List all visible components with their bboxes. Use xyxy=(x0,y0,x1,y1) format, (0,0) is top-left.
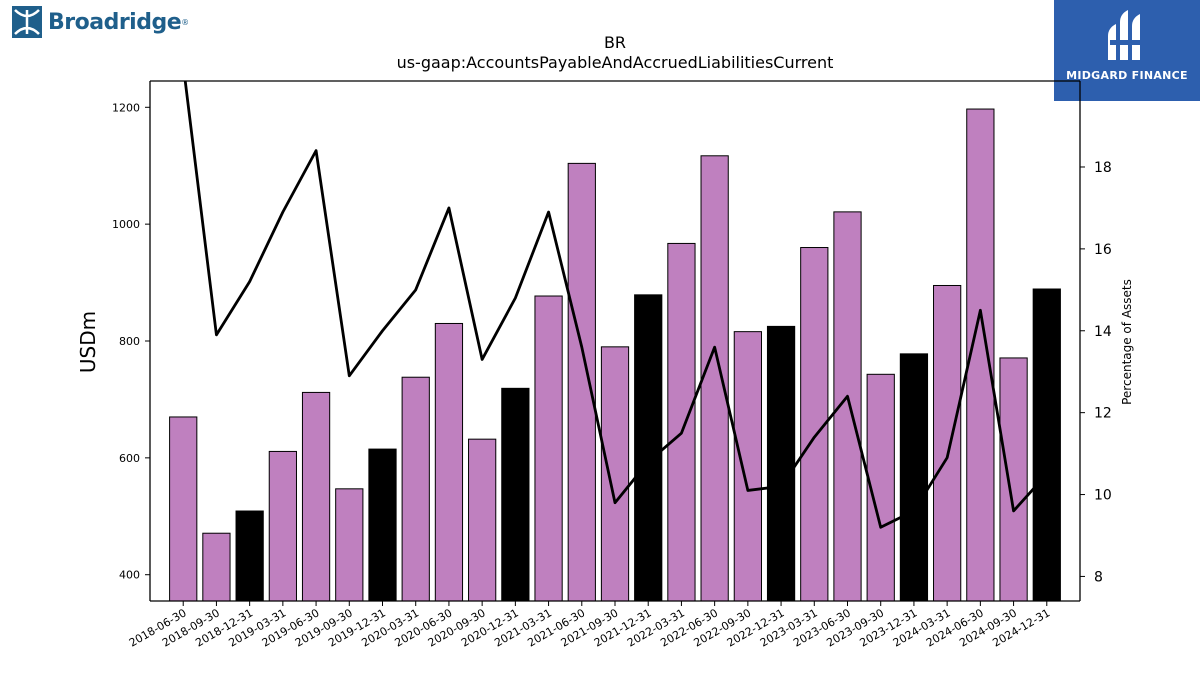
bar xyxy=(434,322,464,602)
y2-tick-label: 18 xyxy=(1094,160,1112,176)
chart-subtitle: us-gaap:AccountsPayableAndAccruedLiabili… xyxy=(396,53,834,72)
y2-tick-label: 16 xyxy=(1094,242,1112,258)
bar xyxy=(169,416,198,602)
broadridge-logo-icon xyxy=(12,6,42,38)
bar xyxy=(634,294,663,602)
bar xyxy=(1032,288,1061,602)
bar xyxy=(933,284,962,602)
y2-tick-label: 8 xyxy=(1094,569,1103,585)
bar xyxy=(700,155,729,602)
bar xyxy=(401,376,430,602)
midgard-finance-logo-icon xyxy=(1108,10,1140,60)
registered-mark: ® xyxy=(181,17,190,27)
bar xyxy=(235,510,264,602)
series-line xyxy=(183,81,1048,529)
midgard-finance-logo-text: MIDGARD FINANCE xyxy=(1066,69,1188,82)
broadridge-logo: Broadridge ® xyxy=(12,6,189,38)
bar xyxy=(268,450,297,602)
y-tick-label: 800 xyxy=(119,335,140,348)
bar xyxy=(567,162,596,602)
bar xyxy=(368,448,397,602)
y-tick-label: 1000 xyxy=(112,218,140,231)
y-tick-label: 400 xyxy=(119,569,140,582)
bar xyxy=(899,353,929,602)
bar xyxy=(301,391,331,602)
bar xyxy=(202,532,231,602)
bar xyxy=(766,325,796,602)
bar xyxy=(600,346,630,602)
chart-title: BR xyxy=(603,33,627,52)
bar xyxy=(335,488,364,602)
y-tick-label: 1200 xyxy=(112,101,140,114)
midgard-finance-logo: MIDGARD FINANCE xyxy=(1054,0,1200,101)
bar xyxy=(999,357,1028,602)
bar xyxy=(534,295,563,602)
bar xyxy=(733,331,762,602)
bar xyxy=(501,387,530,602)
bar xyxy=(667,242,696,602)
y2-tick-label: 10 xyxy=(1094,488,1112,504)
y2-tick-label: 14 xyxy=(1094,324,1112,340)
bar xyxy=(468,438,497,602)
y-tick-label: 600 xyxy=(119,452,140,465)
y2-tick-label: 12 xyxy=(1094,406,1112,422)
broadridge-logo-text: Broadridge xyxy=(48,9,182,35)
